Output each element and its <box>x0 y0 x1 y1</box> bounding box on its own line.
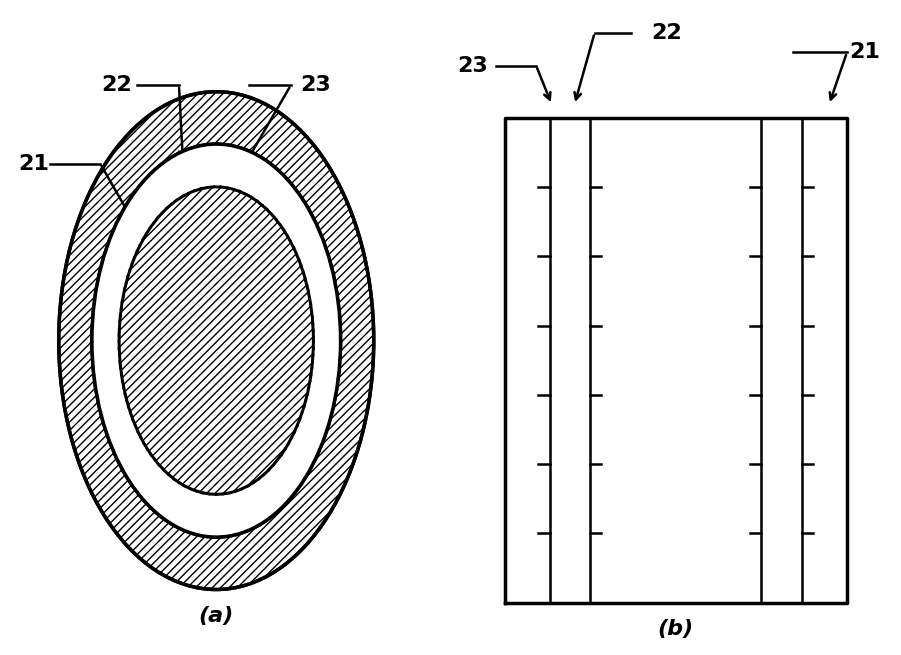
Wedge shape <box>92 144 341 537</box>
Text: 22: 22 <box>651 23 682 43</box>
Bar <box>590 118 761 603</box>
Text: (b): (b) <box>658 619 694 639</box>
Text: 23: 23 <box>458 56 488 75</box>
Bar <box>505 118 550 603</box>
Text: 21: 21 <box>850 43 880 62</box>
Circle shape <box>119 187 314 495</box>
Bar <box>802 118 847 603</box>
Bar <box>550 118 590 603</box>
Text: 23: 23 <box>300 75 331 95</box>
Text: 22: 22 <box>102 75 132 95</box>
Circle shape <box>92 144 341 537</box>
Bar <box>761 118 802 603</box>
Text: 21: 21 <box>18 154 50 174</box>
Text: (a): (a) <box>198 606 234 626</box>
Wedge shape <box>59 92 374 590</box>
